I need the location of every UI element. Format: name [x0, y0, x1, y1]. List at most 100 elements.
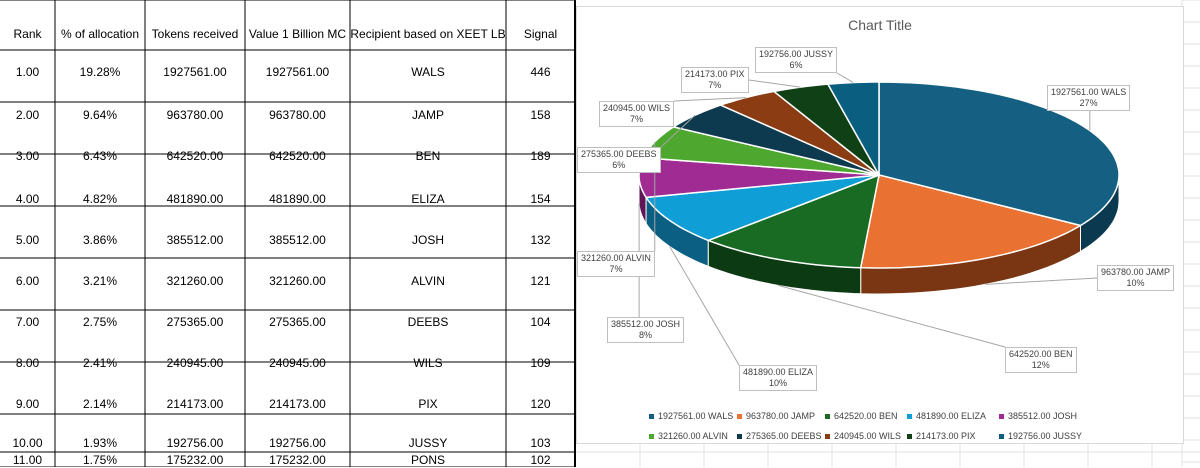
- table-cell[interactable]: 214173.00: [269, 397, 326, 411]
- column-header[interactable]: % of allocation: [60, 27, 140, 41]
- data-label[interactable]: 642520.00 BEN 12%: [1005, 347, 1077, 373]
- data-label[interactable]: 385512.00 JOSH 8%: [607, 317, 685, 343]
- table-cell[interactable]: 963780.00: [166, 108, 224, 122]
- table-cell[interactable]: PONS: [410, 453, 445, 467]
- table-cell[interactable]: 9.00: [15, 397, 40, 411]
- column-header[interactable]: Tokens received: [151, 27, 239, 41]
- table-cell[interactable]: 3.86%: [82, 233, 118, 247]
- table-cell[interactable]: 103: [530, 436, 551, 450]
- data-label[interactable]: 240945.00 WILS 7%: [599, 101, 675, 127]
- table-cell[interactable]: 3.00: [15, 149, 40, 163]
- table-cell[interactable]: 321260.00: [269, 274, 326, 288]
- legend-item[interactable]: 481890.00 ELIZA: [907, 411, 986, 421]
- table-cell[interactable]: 321260.00: [166, 274, 224, 288]
- pie-plot-area[interactable]: [577, 7, 1183, 443]
- legend-item[interactable]: 240945.00 WILS: [825, 431, 901, 441]
- table-cell[interactable]: 1.93%: [82, 436, 118, 450]
- data-label[interactable]: 275365.00 DEEBS 6%: [577, 147, 661, 173]
- data-label[interactable]: 963780.00 JAMP 10%: [1097, 265, 1175, 291]
- table-cell[interactable]: 104: [530, 315, 551, 329]
- table-cell[interactable]: 240945.00: [269, 356, 326, 370]
- pie-chart[interactable]: Chart Title 1927561.00 WALS 27% 963780.00 …: [576, 6, 1184, 444]
- table-cell[interactable]: 6.43%: [82, 149, 118, 163]
- table-cell[interactable]: WILS: [413, 356, 443, 370]
- legend-item[interactable]: 275365.00 DEEBS: [737, 431, 822, 441]
- table-cell[interactable]: 1.00: [15, 65, 40, 79]
- table-cell[interactable]: 1927561.00: [265, 65, 330, 79]
- legend-item[interactable]: 385512.00 JOSH: [999, 411, 1077, 421]
- table-cell[interactable]: 385512.00: [166, 233, 224, 247]
- column-header[interactable]: Value 1 Billion MC: [248, 27, 347, 41]
- table-cell[interactable]: PIX: [418, 397, 438, 411]
- table-cell[interactable]: JUSSY: [408, 436, 448, 450]
- table-cell[interactable]: 3.21%: [82, 274, 118, 288]
- table-cell[interactable]: 189: [530, 149, 551, 163]
- data-label[interactable]: 481890.00 ELIZA 10%: [739, 365, 818, 391]
- table-cell[interactable]: 2.00: [15, 108, 40, 122]
- pie-slice[interactable]: [671, 104, 880, 176]
- table-cell[interactable]: 192756.00: [269, 436, 326, 450]
- table-cell[interactable]: 481890.00: [269, 192, 326, 206]
- table-cell[interactable]: 2.41%: [82, 356, 118, 370]
- table-cell[interactable]: 275365.00: [166, 315, 224, 329]
- table-cell[interactable]: WALS: [411, 65, 445, 79]
- table-cell[interactable]: 1927561.00: [163, 65, 227, 79]
- table-cell[interactable]: 2.75%: [82, 315, 118, 329]
- legend-item[interactable]: 192756.00 JUSSY: [999, 431, 1082, 441]
- pie-slice[interactable]: [706, 173, 880, 269]
- table-cell[interactable]: 963780.00: [269, 108, 326, 122]
- pie-slice[interactable]: [826, 81, 880, 178]
- pie-slice[interactable]: [644, 174, 880, 242]
- table-cell[interactable]: 275365.00: [269, 315, 326, 329]
- table-cell[interactable]: 1.75%: [82, 453, 118, 467]
- chart-title[interactable]: Chart Title: [848, 17, 912, 33]
- data-label[interactable]: 214173.00 PIX 7%: [681, 67, 749, 93]
- table-cell[interactable]: 6.00: [15, 274, 40, 288]
- data-label[interactable]: 192756.00 JUSSY 6%: [755, 47, 838, 73]
- table-cell[interactable]: 8.00: [15, 356, 40, 370]
- table-cell[interactable]: 4.00: [15, 192, 40, 206]
- table-cell[interactable]: BEN: [415, 149, 441, 163]
- legend-item[interactable]: 1927561.00 WALS: [649, 411, 733, 421]
- table-cell[interactable]: 385512.00: [269, 233, 326, 247]
- column-header[interactable]: Signal: [523, 27, 558, 41]
- table-cell[interactable]: 11.00: [12, 453, 43, 467]
- table-cell[interactable]: 121: [530, 274, 551, 288]
- table-cell[interactable]: 158: [530, 108, 551, 122]
- table-cell[interactable]: 642520.00: [269, 149, 326, 163]
- table-cell[interactable]: 240945.00: [166, 356, 224, 370]
- table-cell[interactable]: 109: [530, 356, 551, 370]
- table-cell[interactable]: 9.64%: [82, 108, 118, 122]
- table-cell[interactable]: 192756.00: [166, 436, 224, 450]
- table-cell[interactable]: ELIZA: [411, 192, 445, 206]
- table-cell[interactable]: 7.00: [15, 315, 40, 329]
- table-cell[interactable]: 19.28%: [79, 65, 121, 79]
- table-cell[interactable]: 120: [530, 397, 551, 411]
- table-cell[interactable]: 446: [530, 65, 551, 79]
- pie-slice[interactable]: [718, 90, 880, 176]
- data-label[interactable]: 1927561.00 WALS 27%: [1047, 85, 1131, 111]
- data-label[interactable]: 321260.00 ALVIN 7%: [577, 251, 655, 277]
- legend-item[interactable]: 963780.00 JAMP: [737, 411, 815, 421]
- table-cell[interactable]: 102: [530, 453, 551, 467]
- table-cell[interactable]: 154: [530, 192, 551, 206]
- table-cell[interactable]: 2.14%: [82, 397, 118, 411]
- table-cell[interactable]: 642520.00: [166, 149, 224, 163]
- table-cell[interactable]: ALVIN: [411, 274, 445, 288]
- table-cell[interactable]: 5.00: [15, 233, 40, 247]
- column-header[interactable]: Rank: [13, 27, 42, 41]
- table-cell[interactable]: JAMP: [411, 108, 444, 122]
- table-cell[interactable]: 481890.00: [166, 192, 224, 206]
- table-cell[interactable]: 10.00: [12, 436, 43, 450]
- table-cell[interactable]: 132: [530, 233, 551, 247]
- legend-item[interactable]: 321260.00 ALVIN: [649, 431, 728, 441]
- table-cell[interactable]: 175232.00: [269, 453, 326, 467]
- legend-item[interactable]: 642520.00 BEN: [825, 411, 898, 421]
- table-cell[interactable]: 214173.00: [166, 397, 224, 411]
- table-cell[interactable]: 175232.00: [166, 453, 224, 467]
- table-cell[interactable]: DEEBS: [407, 315, 449, 329]
- legend-item[interactable]: 214173.00 PIX: [907, 431, 976, 441]
- pie-slice[interactable]: [859, 174, 1083, 269]
- table-cell[interactable]: JOSH: [411, 233, 444, 247]
- column-header[interactable]: Recipient based on XEET LB: [350, 27, 506, 41]
